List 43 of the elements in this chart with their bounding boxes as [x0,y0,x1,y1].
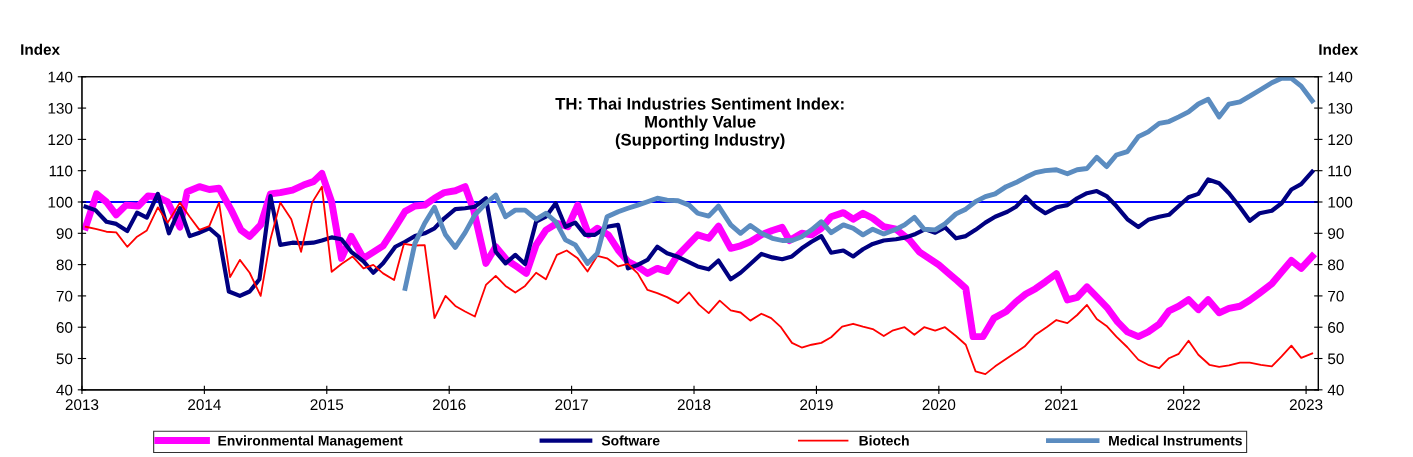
y2-tick-label: 110 [1328,165,1352,177]
x-tick-label: 2014 [188,399,221,411]
y-tick-label: 70 [56,290,73,302]
x-tick-label: 2020 [922,399,956,411]
y2-axis-title: Index [1319,43,1359,55]
y-tick-label: 130 [48,102,73,114]
y2-tick-label: 70 [1328,290,1344,302]
x-tick-label: 2015 [310,399,344,411]
y2-tick-label: 50 [1327,353,1344,365]
x-tick-label: 2021 [1045,399,1078,411]
line-series [84,185,1314,376]
y-tick-label: 90 [56,228,73,239]
x-tick-label: 2016 [432,399,466,411]
text: TH: Thai Industries Sentiment Index: Monthly Value (Supporting Industry) [555,97,844,149]
legend-label: Software [601,435,660,446]
line-series [83,169,1315,298]
y-tick-label: 80 [56,259,73,271]
x-tick-label: 2022 [1167,399,1200,411]
y2-tick-label: 120 [1328,134,1353,146]
x-tick-label: 2017 [555,399,588,411]
y-tick-label: 40 [56,384,73,396]
y-tick-label: 60 [56,322,73,333]
legend-label: Biotech [859,435,909,446]
y-tick-label: 100 [48,196,73,208]
y2-tick-label: 60 [1328,322,1344,333]
y-tick-label: 50 [56,353,73,365]
y-tick-label: 110 [49,165,73,177]
y2-tick-label: 80 [1328,259,1344,271]
x-tick-label: 2019 [800,399,833,411]
x-tick-label: 2013 [65,399,99,411]
x-tick-label: 2018 [677,399,711,411]
y2-tick-label: 140 [1328,71,1353,83]
y2-tick-label: 100 [1328,196,1353,208]
y-tick-label: 120 [48,134,73,146]
y2-tick-label: 130 [1328,102,1353,114]
line-series [402,76,1315,291]
legend-label: Environmental Management [218,435,403,449]
legend-label: Medical Instruments [1109,435,1242,446]
y-tick-label: 140 [48,71,73,83]
y2-tick-label: 40 [1327,384,1344,396]
y-axis-title: Index [21,43,60,55]
x-tick-label: 2023 [1289,399,1323,411]
y2-tick-label: 90 [1328,228,1344,239]
